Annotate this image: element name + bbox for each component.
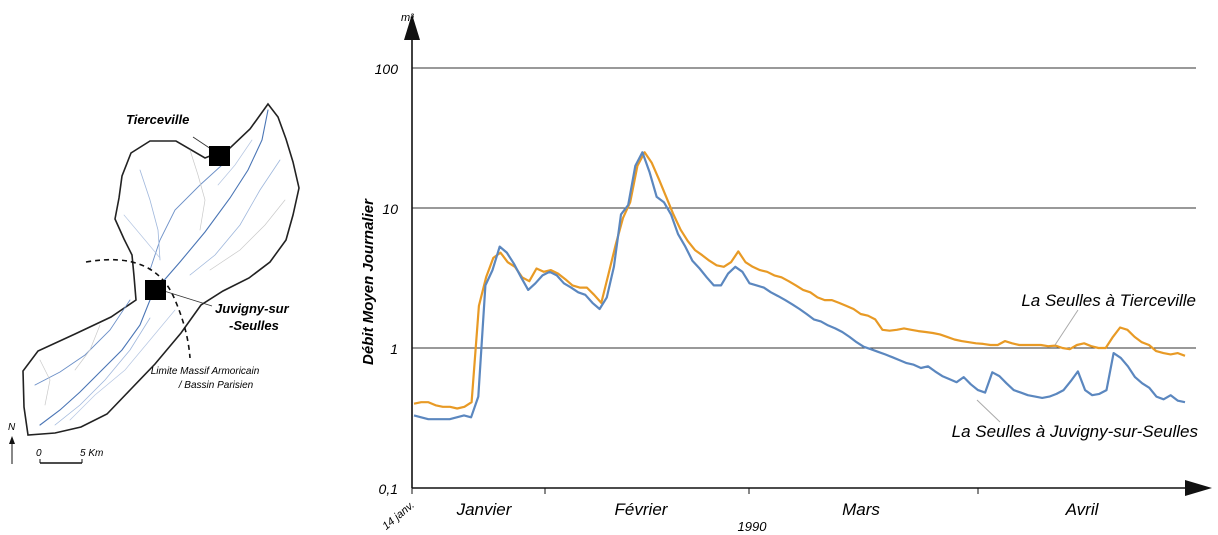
label-juvigny-line2: -Seulles (229, 318, 279, 333)
station-marker-juvigny (145, 280, 166, 300)
series-line-tierceville (413, 151, 1186, 410)
label-juvigny-line1: Juvigny-sur (215, 301, 290, 316)
month-label-janvier: Janvier (456, 500, 513, 519)
month-label-avril: Avril (1065, 500, 1100, 519)
scale-zero: 0 (36, 448, 42, 459)
month-label-mars: Mars (842, 500, 880, 519)
label-boundary-line1: Limite Massif Armoricain (151, 366, 260, 377)
series-label-juvigny: La Seulles à Juvigny-sur-Seulles (952, 422, 1199, 441)
chart: 0,1 1 10 100 m³ Débit Moyen Journalier 1… (360, 12, 1212, 534)
x-axis (412, 480, 1212, 496)
y-unit: m³ (401, 12, 414, 24)
label-tierceville: Tierceville (126, 112, 189, 127)
x-start-label: 14 janv. (380, 499, 417, 532)
scale-bar (39, 459, 83, 464)
series-label-tierceville: La Seulles à Tierceville (1021, 291, 1196, 310)
y-axis (404, 14, 420, 488)
y-tick-label-10: 10 (382, 201, 398, 217)
scale-label: 5 Km (80, 448, 103, 459)
leader-juvigny (976, 399, 1001, 423)
y-axis-title: Débit Moyen Journalier (360, 198, 377, 365)
y-tick-label-1: 1 (390, 341, 398, 357)
series-line-juvigny (413, 151, 1186, 421)
y-tick-label-100: 100 (375, 61, 399, 77)
leader-tierceville (1054, 309, 1079, 346)
north-label: N (8, 422, 16, 433)
series-lines (413, 151, 1186, 421)
station-marker-tierceville (209, 146, 230, 166)
y-tick-label-0.1: 0,1 (379, 481, 398, 497)
month-label-fevrier: Février (615, 500, 669, 519)
x-ticks (411, 488, 979, 494)
label-boundary-line2: / Bassin Parisien (178, 380, 254, 391)
watershed-outline (22, 102, 300, 436)
massif-boundary (85, 258, 191, 359)
north-arrow-icon (9, 436, 15, 464)
watershed-map: Tierceville Juvigny-sur -Seulles Limite … (8, 102, 300, 464)
x-axis-year: 1990 (738, 519, 768, 534)
